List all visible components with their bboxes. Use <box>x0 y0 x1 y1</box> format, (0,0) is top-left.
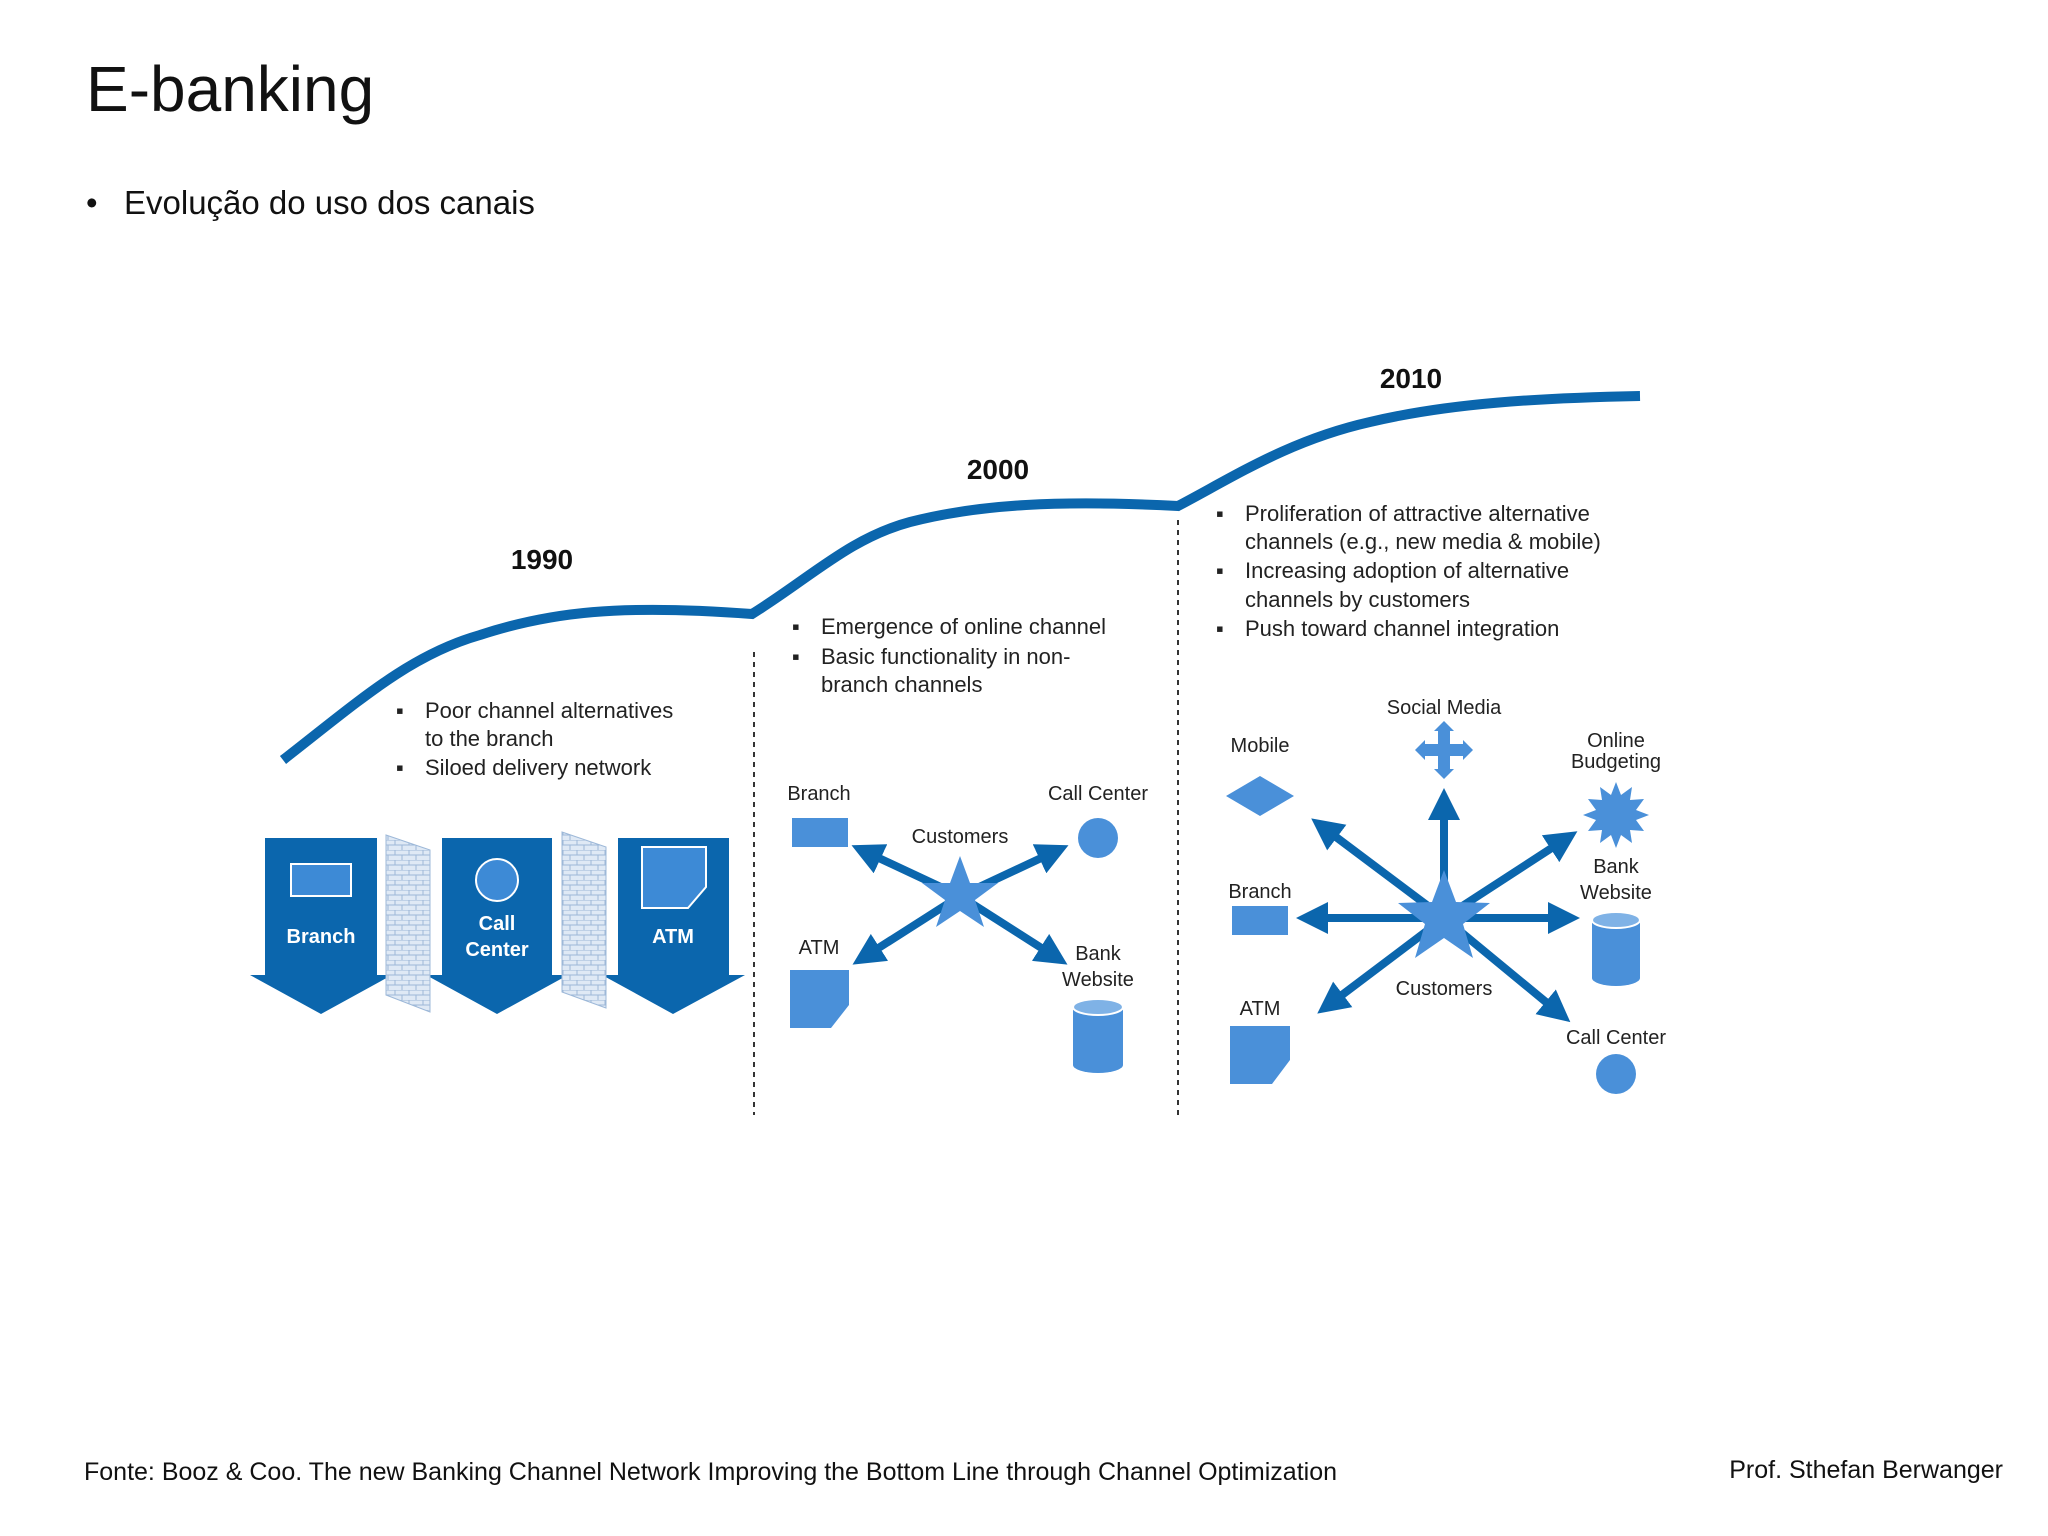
branch-icon <box>290 863 352 897</box>
label-2010-bank: Bank <box>1593 856 1640 878</box>
silo-label-branch: Branch <box>287 926 356 948</box>
silo-label-call: Call <box>479 913 516 935</box>
slide-title: E-banking <box>86 53 375 125</box>
branch-icon <box>1232 906 1288 935</box>
brick-wall-1 <box>385 834 431 1013</box>
label-2010-social-media: Social Media <box>1387 697 1502 719</box>
note-1990-3: Siloed delivery network <box>425 755 652 780</box>
label-2010-branch: Branch <box>1228 881 1291 903</box>
era-2000-notes: ▪ Emergence of online channel ▪ Basic fu… <box>792 614 1106 697</box>
budgeting-burst-icon <box>1583 782 1649 848</box>
note-2010-3: Increasing adoption of alternative <box>1245 558 1569 583</box>
bullet-mark: ▪ <box>396 755 404 780</box>
note-2000-2: Basic functionality in non- <box>821 644 1070 669</box>
bullet-mark: ▪ <box>792 614 800 639</box>
era-2010-year: 2010 <box>1380 363 1442 394</box>
atm-card-icon <box>641 846 707 909</box>
social-media-icon <box>1415 721 1473 779</box>
label-2000-branch: Branch <box>787 783 850 805</box>
note-2010-2: channels (e.g., new media & mobile) <box>1245 529 1601 554</box>
note-2010-5: Push toward channel integration <box>1245 616 1559 641</box>
note-2010-1: Proliferation of attractive alternative <box>1245 501 1590 526</box>
author-credit: Prof. Sthefan Berwanger <box>1729 1456 2003 1484</box>
era-2010-notes: ▪ Proliferation of attractive alternativ… <box>1216 501 1601 641</box>
label-2000-atm: ATM <box>799 937 840 959</box>
note-2000-1: Emergence of online channel <box>821 614 1106 639</box>
note-1990-2: to the branch <box>425 726 553 751</box>
bullet-mark: ▪ <box>1216 558 1224 583</box>
label-2010-online: Online <box>1587 730 1645 752</box>
growth-curve <box>279 391 1641 764</box>
note-2000-3: branch channels <box>821 672 982 697</box>
label-2000-website: Website <box>1062 969 1134 991</box>
bullet-text: Evolução do uso dos canais <box>124 184 535 221</box>
label-2010-website: Website <box>1580 882 1652 904</box>
silo-label-center: Center <box>465 939 529 961</box>
silo-label-atm: ATM <box>652 926 694 948</box>
silo-arrow-call-center <box>426 838 568 1014</box>
brick-wall-2 <box>561 831 607 1009</box>
bullet-mark: ▪ <box>396 698 404 723</box>
customers-star-icon <box>1398 870 1490 958</box>
bullet-mark: ▪ <box>1216 616 1224 641</box>
label-2010-mobile: Mobile <box>1231 735 1290 757</box>
customers-star-icon <box>922 856 998 927</box>
silo-arrow-branch <box>250 838 392 1014</box>
label-2010-budgeting: Budgeting <box>1571 751 1661 773</box>
silo-arrow-atm <box>602 838 745 1014</box>
note-1990-1: Poor channel alternatives <box>425 698 673 723</box>
branch-icon <box>792 818 848 847</box>
atm-card-icon <box>790 970 849 1028</box>
atm-card-icon <box>1230 1026 1290 1084</box>
era-1990-notes: ▪ Poor channel alternatives to the branc… <box>396 698 673 780</box>
bullet-dot: • <box>86 184 98 221</box>
phone-icon <box>475 858 519 902</box>
label-2010-call-center: Call Center <box>1566 1027 1666 1049</box>
label-2000-customers: Customers <box>912 826 1009 848</box>
era-2000-year: 2000 <box>967 454 1029 485</box>
slide-bullet: • Evolução do uso dos canais <box>86 184 535 222</box>
note-2010-4: channels by customers <box>1245 587 1470 612</box>
phone-icon <box>1078 818 1118 858</box>
source-citation: Fonte: Booz & Coo. The new Banking Chann… <box>84 1458 1338 1486</box>
era-1990-year: 1990 <box>511 544 573 575</box>
database-icon <box>1591 911 1641 986</box>
database-icon <box>1072 998 1124 1073</box>
label-2000-call-center: Call Center <box>1048 783 1148 805</box>
label-2010-atm: ATM <box>1240 998 1281 1020</box>
mobile-icon <box>1226 776 1294 816</box>
bullet-mark: ▪ <box>792 644 800 669</box>
label-2010-customers: Customers <box>1396 978 1493 1000</box>
bullet-mark: ▪ <box>1216 501 1224 526</box>
phone-icon <box>1596 1054 1636 1094</box>
label-2000-bank: Bank <box>1075 943 1122 965</box>
